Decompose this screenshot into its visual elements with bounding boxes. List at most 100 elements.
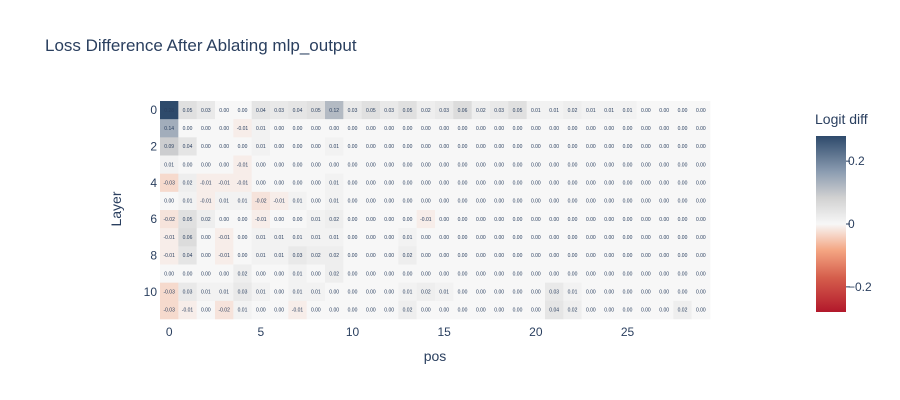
cell-value-label: 0.00	[458, 162, 468, 168]
cell-value-label: 0.00	[641, 217, 651, 223]
cell-value-label: 0.01	[311, 290, 321, 296]
cell-value-label: 0.00	[586, 181, 596, 187]
heatmap-cell	[490, 119, 509, 138]
heatmap-cell	[508, 155, 527, 174]
heatmap-cell	[453, 173, 472, 193]
cell-value-label: 0.00	[421, 144, 431, 150]
heatmap-cell	[673, 210, 692, 229]
cell-value-label: 0.00	[604, 217, 614, 223]
heatmap-cell	[251, 246, 271, 265]
cell-value-label: 0.00	[421, 308, 431, 314]
heatmap-cell	[178, 282, 197, 302]
x-tick-label: 5	[257, 325, 264, 339]
heatmap-cell	[563, 282, 582, 302]
heatmap-cell	[673, 246, 692, 265]
heatmap-cell	[251, 210, 271, 229]
heatmap-cell	[508, 119, 527, 138]
cell-value-label: 0.01	[256, 253, 266, 259]
cell-value-label: 0.00	[274, 144, 284, 150]
heatmap-cell	[600, 101, 619, 120]
cell-value-label: 0.00	[256, 181, 266, 187]
cell-value-label: 0.00	[439, 181, 449, 187]
heatmap-cell	[343, 210, 362, 229]
heatmap-cell	[361, 246, 381, 265]
cell-value-label: 0.00	[494, 144, 504, 150]
heatmap-cell	[251, 282, 271, 302]
heatmap-cell	[270, 246, 289, 265]
heatmap-cell	[563, 137, 582, 156]
cell-value-label: 0.00	[623, 181, 633, 187]
heatmap-cell	[288, 228, 307, 247]
heatmap-cell	[215, 300, 234, 320]
heatmap-cell	[508, 137, 527, 156]
cell-value-label: 0.02	[183, 181, 193, 187]
cell-value-label: 0.00	[274, 162, 284, 168]
cell-value-label: 0.00	[641, 126, 651, 132]
heatmap-cell	[636, 210, 656, 229]
heatmap-cell	[655, 137, 674, 156]
heatmap-cell	[361, 210, 381, 229]
heatmap-cell	[196, 101, 216, 120]
heatmap-cell	[361, 155, 381, 174]
heatmap-cell	[288, 137, 307, 156]
heatmap-cell	[618, 282, 637, 302]
cell-value-label: 0.00	[549, 181, 559, 187]
heatmap-cell	[288, 191, 307, 211]
heatmap-cell	[270, 264, 289, 283]
heatmap-cell	[398, 101, 417, 120]
cell-value-label: 0.00	[531, 199, 541, 205]
cell-value-label: 0.00	[311, 271, 321, 277]
cell-value-label: -0.01	[200, 181, 212, 187]
cell-value-label: 0.01	[549, 108, 559, 114]
heatmap-cell	[288, 173, 307, 193]
heatmap-cell	[673, 137, 692, 156]
heatmap-cell	[306, 101, 326, 120]
cell-value-label: 0.00	[604, 144, 614, 150]
heatmap-cell	[618, 228, 637, 247]
heatmap-cell	[343, 191, 362, 211]
cell-value-label: 0.00	[458, 290, 468, 296]
heatmap-cell	[380, 282, 399, 302]
cell-value-label: -0.01	[273, 199, 285, 205]
heatmap-cell	[270, 228, 289, 247]
heatmap-cell	[691, 173, 711, 193]
cell-value-label: 0.00	[659, 271, 669, 277]
heatmap-cell	[398, 191, 417, 211]
cell-value-label: 0.00	[366, 162, 376, 168]
heatmap-cell	[673, 264, 692, 283]
heatmap-cell	[545, 119, 564, 138]
chart-title: Loss Difference After Ablating mlp_outpu…	[45, 36, 357, 55]
cell-value-label: 0.00	[494, 199, 504, 205]
cell-value-label: 0.03	[549, 290, 559, 296]
cell-value-label: 0.00	[311, 181, 321, 187]
cell-value-label: 0.00	[293, 181, 303, 187]
cell-value-label: 0.02	[421, 108, 431, 114]
cell-value-label: 0.00	[513, 235, 523, 241]
heatmap-cell	[160, 264, 179, 283]
heatmap-cell	[380, 210, 399, 229]
heatmap-cell	[471, 191, 491, 211]
cell-value-label: 0.04	[183, 144, 193, 150]
cell-value-label: 0.00	[439, 144, 449, 150]
heatmap-cell	[178, 137, 197, 156]
heatmap-cell	[471, 173, 491, 193]
heatmap-cell	[490, 173, 509, 193]
cell-value-label: -0.01	[218, 235, 230, 241]
heatmap-cell	[196, 173, 216, 193]
heatmap-cell	[215, 137, 234, 156]
heatmap-cell	[600, 119, 619, 138]
heatmap-cell	[636, 101, 656, 120]
heatmap-cell	[343, 155, 362, 174]
heatmap-cell	[618, 210, 637, 229]
cell-value-label: 0.00	[586, 308, 596, 314]
heatmap-cell	[673, 173, 692, 193]
cell-value-label: 0.00	[549, 217, 559, 223]
heatmap-cell	[233, 228, 252, 247]
heatmap-cell	[581, 282, 601, 302]
cell-value-label: 0.00	[641, 253, 651, 259]
heatmap-cell	[673, 300, 692, 320]
cell-value-label: 0.00	[403, 144, 413, 150]
cell-value-label: 0.04	[293, 108, 303, 114]
cell-value-label: 0.00	[531, 162, 541, 168]
